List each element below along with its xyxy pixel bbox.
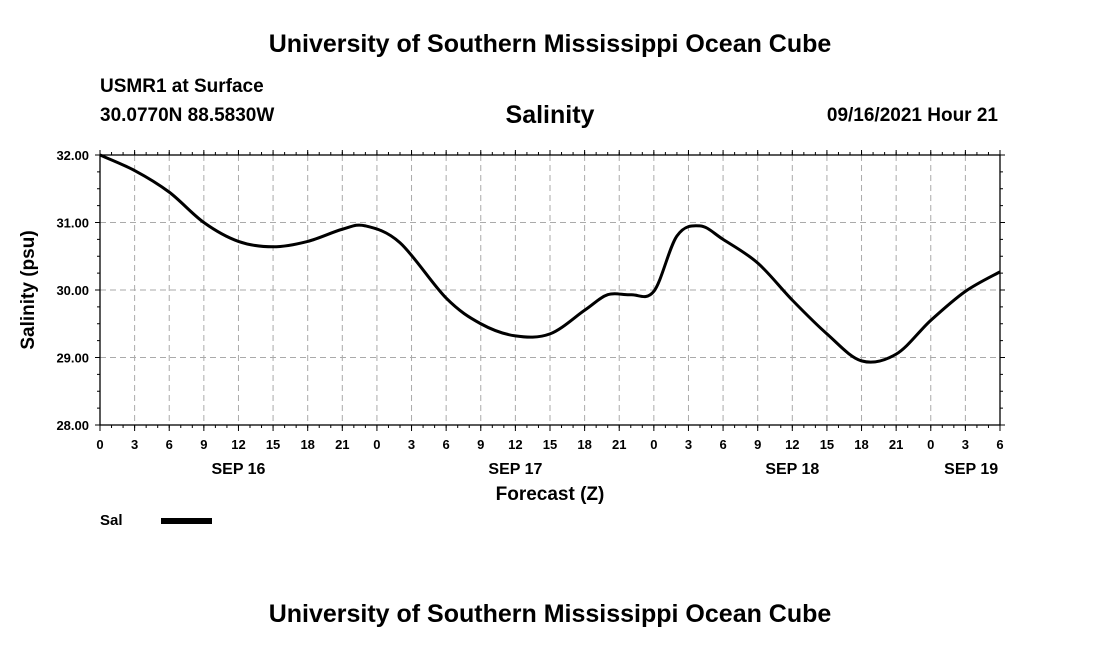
day-label: SEP 18	[765, 461, 819, 478]
station-coordinates: 30.0770N 88.5830W	[100, 105, 275, 126]
page-title: University of Southern Mississippi Ocean…	[268, 30, 832, 58]
x-tick-label: 0	[927, 437, 934, 452]
y-tick-label: 30.00	[56, 283, 89, 298]
x-tick-label: 6	[443, 437, 450, 452]
x-tick-label: 9	[477, 437, 484, 452]
day-label: SEP 17	[488, 461, 542, 478]
x-tick-label: 12	[508, 437, 522, 452]
x-tick-label: 9	[754, 437, 761, 452]
footer-title: University of Southern Mississippi Ocean…	[268, 600, 832, 628]
x-tick-label: 6	[719, 437, 726, 452]
x-tick-label: 6	[996, 437, 1003, 452]
station-label: USMR1 at Surface	[100, 76, 264, 97]
plot-frame	[99, 154, 1001, 426]
x-tick-label: 15	[820, 437, 834, 452]
x-tick-label: 18	[854, 437, 868, 452]
legend-label: Sal	[100, 512, 123, 529]
x-tick-label: 0	[650, 437, 657, 452]
series-line-sal	[99, 153, 1001, 364]
x-tick-label: 15	[543, 437, 557, 452]
x-tick-label: 21	[889, 437, 903, 452]
x-tick-label: 0	[96, 437, 103, 452]
y-tick-label: 32.00	[56, 148, 89, 163]
x-tick-label: 21	[612, 437, 626, 452]
x-tick-label: 15	[266, 437, 280, 452]
chart-title: Salinity	[505, 101, 595, 129]
x-tick-label: 3	[962, 437, 969, 452]
x-tick-label: 3	[131, 437, 138, 452]
axis-labels: 28.00 29.00 30.00 31.00 32.00 0 3 6 9 12 15 18 21 0 3 6…	[18, 148, 1004, 505]
x-tick-label: 18	[577, 437, 591, 452]
y-tick-label: 31.00	[56, 216, 89, 231]
chart-grid	[100, 155, 1000, 425]
x-tick-label: 12	[785, 437, 799, 452]
x-tick-label: 3	[685, 437, 692, 452]
x-tick-label: 18	[300, 437, 314, 452]
x-tick-label: 9	[200, 437, 207, 452]
day-label: SEP 16	[211, 461, 265, 478]
y-axis-label: Salinity (psu)	[18, 230, 39, 349]
x-tick-label: 21	[335, 437, 349, 452]
y-tick-label: 29.00	[56, 351, 89, 366]
x-tick-label: 0	[373, 437, 380, 452]
legend: Sal	[100, 512, 212, 529]
x-tick-label: 12	[231, 437, 245, 452]
x-axis-label: Forecast (Z)	[496, 484, 605, 505]
x-tick-label: 3	[408, 437, 415, 452]
forecast-datetime: 09/16/2021 Hour 21	[826, 105, 998, 126]
x-tick-label: 6	[166, 437, 173, 452]
day-label: SEP 19	[944, 461, 998, 478]
y-tick-label: 28.00	[56, 418, 89, 433]
chart-series	[99, 153, 1001, 364]
